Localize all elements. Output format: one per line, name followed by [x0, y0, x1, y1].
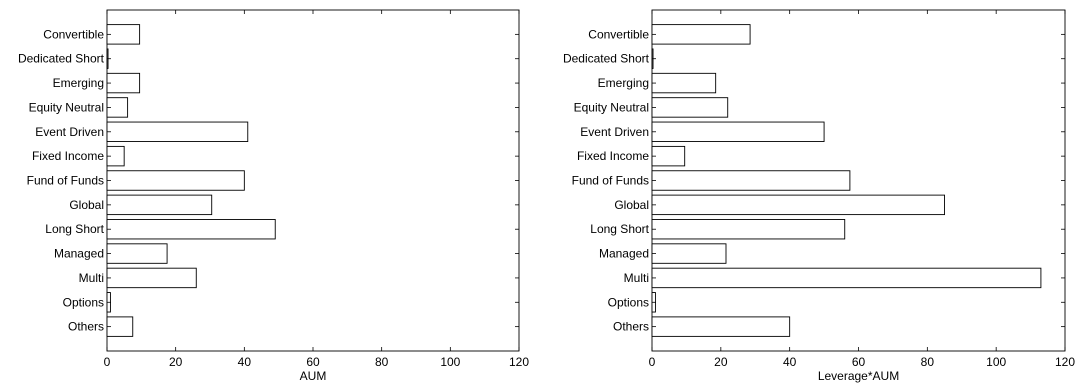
- chart-panel-2: Convertible Dedicated Short Emerging Equity…: [563, 9, 1075, 383]
- bar-equity-neutral: [651, 97, 729, 118]
- y-tick-label: Equity Neutral: [29, 100, 104, 114]
- y-tick-label: Fund of Funds: [27, 174, 104, 188]
- y-tick-label: Fund of Funds: [572, 174, 649, 188]
- y-tick-label: Managed: [54, 247, 104, 261]
- x-tick-label: 0: [104, 355, 111, 369]
- bar-fixed-income: [651, 145, 686, 167]
- bar-fund-of-funds: [106, 170, 245, 191]
- y-tick-label: Event Driven: [580, 125, 649, 139]
- x-tick-label: 100: [986, 355, 1006, 369]
- bar-long-short: [106, 219, 276, 240]
- bar-multi: [106, 267, 197, 289]
- y-tick-label: Emerging: [53, 76, 104, 90]
- x-tick-label: 40: [783, 355, 797, 369]
- y-tick-label: Others: [613, 320, 649, 334]
- bar-managed: [651, 243, 727, 264]
- x-tick-label: 0: [649, 355, 656, 369]
- x-tick-label: 100: [440, 355, 460, 369]
- y-tick-label: Global: [69, 198, 104, 212]
- bar-global: [106, 194, 213, 216]
- y-tick-label: Dedicated Short: [18, 52, 105, 66]
- x-tick-label: 80: [921, 355, 935, 369]
- y-tick-label: Fixed Income: [32, 149, 104, 163]
- y-tick-label: Multi: [624, 271, 649, 285]
- bar-fund-of-funds: [651, 170, 851, 191]
- y-tick-label: Emerging: [598, 76, 649, 90]
- y-tick-label: Global: [614, 198, 649, 212]
- x-tick-label: 20: [714, 355, 728, 369]
- y-tick-label: Long Short: [45, 222, 104, 236]
- y-tick-label: Multi: [79, 271, 104, 285]
- x-tick-label: 80: [375, 355, 389, 369]
- bar-multi: [651, 267, 1042, 289]
- x-tick-label: 40: [238, 355, 252, 369]
- x-tick-label: 60: [852, 355, 866, 369]
- bar-emerging: [106, 72, 141, 94]
- x-tick-label: 120: [509, 355, 529, 369]
- y-tick-label: Equity Neutral: [574, 100, 649, 114]
- x-tick-label: 20: [169, 355, 183, 369]
- y-tick-label: Options: [608, 295, 649, 309]
- bar-emerging: [651, 72, 717, 94]
- y-tick-label: Options: [63, 295, 104, 309]
- bar-convertible: [651, 24, 751, 45]
- y-tick-label: Dedicated Short: [563, 52, 650, 66]
- bar-event-driven: [651, 121, 825, 142]
- bar-managed: [106, 243, 168, 264]
- bar-long-short: [651, 219, 846, 240]
- x-tick-label: 120: [1055, 355, 1075, 369]
- bar-others: [651, 316, 791, 337]
- chart-panel-1: Convertible Dedicated Short Emerging Equity…: [18, 9, 529, 383]
- x-axis-label: AUM: [300, 369, 327, 383]
- y-tick-label: Long Short: [590, 222, 649, 236]
- y-tick-label: Others: [68, 320, 104, 334]
- y-tick-label: Convertible: [43, 27, 104, 41]
- y-tick-label: Convertible: [588, 27, 649, 41]
- y-tick-label: Managed: [599, 247, 649, 261]
- x-tick-label: 60: [306, 355, 320, 369]
- bar-convertible: [106, 24, 141, 45]
- x-axis-label: Leverage*AUM: [818, 369, 899, 383]
- bar-global: [651, 194, 945, 216]
- y-tick-label: Event Driven: [35, 125, 104, 139]
- y-tick-label: Fixed Income: [577, 149, 649, 163]
- bar-event-driven: [106, 121, 249, 142]
